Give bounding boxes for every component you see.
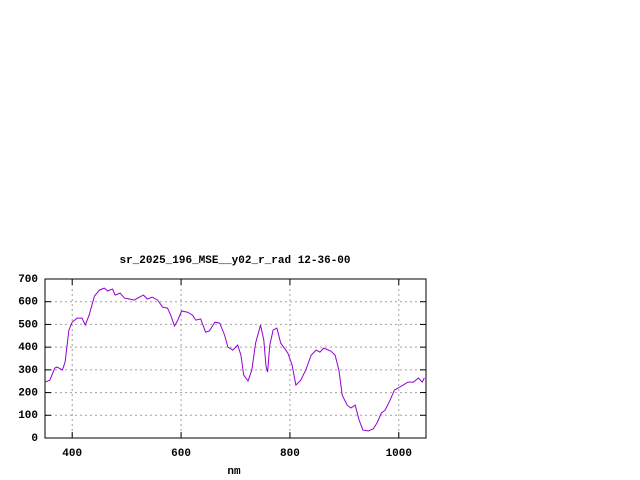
x-tick-label: 800 — [280, 448, 300, 460]
y-tick-label: 500 — [18, 319, 38, 331]
y-tick-label: 400 — [18, 342, 38, 354]
y-tick-label: 100 — [18, 410, 38, 422]
y-tick-label: 700 — [18, 274, 38, 286]
y-tick-label: 300 — [18, 365, 38, 377]
x-tick-label: 600 — [171, 448, 191, 460]
y-tick-label: 200 — [18, 387, 38, 399]
y-tick-label: 600 — [18, 297, 38, 309]
x-tick-label: 400 — [62, 448, 82, 460]
chart-title: sr_2025_196_MSE__y02_r_rad 12-36-00 — [119, 255, 350, 267]
plot-frame — [44, 278, 427, 439]
data-line — [44, 287, 425, 432]
x-axis-label: nm — [227, 466, 241, 478]
x-tick-label: 1000 — [386, 448, 412, 460]
y-tick-label: 0 — [31, 433, 38, 445]
